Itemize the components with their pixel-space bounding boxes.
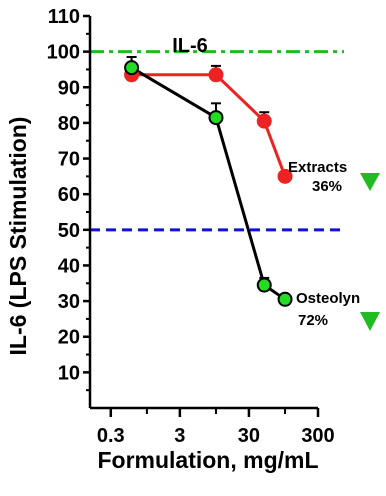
y-tick-label-50: 50 [58,220,80,242]
series-line-0 [131,73,287,177]
y-tick-label-20: 20 [58,327,80,349]
x-axis-title: Formulation, mg/mL [97,447,318,473]
series-line-1 [130,66,286,301]
y-axis-title: IL-6 (LPS Stimulation) [5,117,31,356]
reference-lines [90,50,344,232]
chart-title: IL-6 [172,35,208,57]
data-point-1-0 [124,60,140,76]
osteolyn-down-arrow-icon [360,312,380,331]
x-tick-label-2: 30 [238,425,260,447]
y-tick-label-80: 80 [58,113,80,135]
data-point-1-3 [277,291,293,307]
data-point-1-2 [256,277,272,293]
x-tick-label-0: 0.3 [97,425,125,447]
x-tick-label-1: 3 [174,425,185,447]
extracts-label: Extracts [288,159,347,176]
y-tick-label-110: 110 [48,6,80,28]
y-tick-label-40: 40 [58,255,80,277]
y-tick-label-90: 90 [58,77,80,99]
x-tick-label-3: 300 [301,425,334,447]
series [124,55,293,307]
osteolyn-label: Osteolyn [296,290,360,307]
extracts-percent: 36% [312,178,342,195]
extracts-down-arrow-icon [360,173,380,191]
y-tick-label-70: 70 [58,149,80,171]
labels: 10 20 30 40 50 60 70 80 90 100 110 0.3 3 30 300 [47,6,335,447]
axes [83,14,320,417]
data-point-0-2 [256,113,272,129]
data-point-0-3 [277,168,293,184]
y-tick-label-30: 30 [58,291,80,313]
osteolyn-percent: 72% [298,312,328,329]
data-point-1-1 [208,110,224,126]
data-point-0-1 [208,67,224,83]
y-tick-label-10: 10 [58,362,80,384]
y-tick-label-100: 100 [47,42,80,64]
y-tick-label-60: 60 [58,184,80,206]
